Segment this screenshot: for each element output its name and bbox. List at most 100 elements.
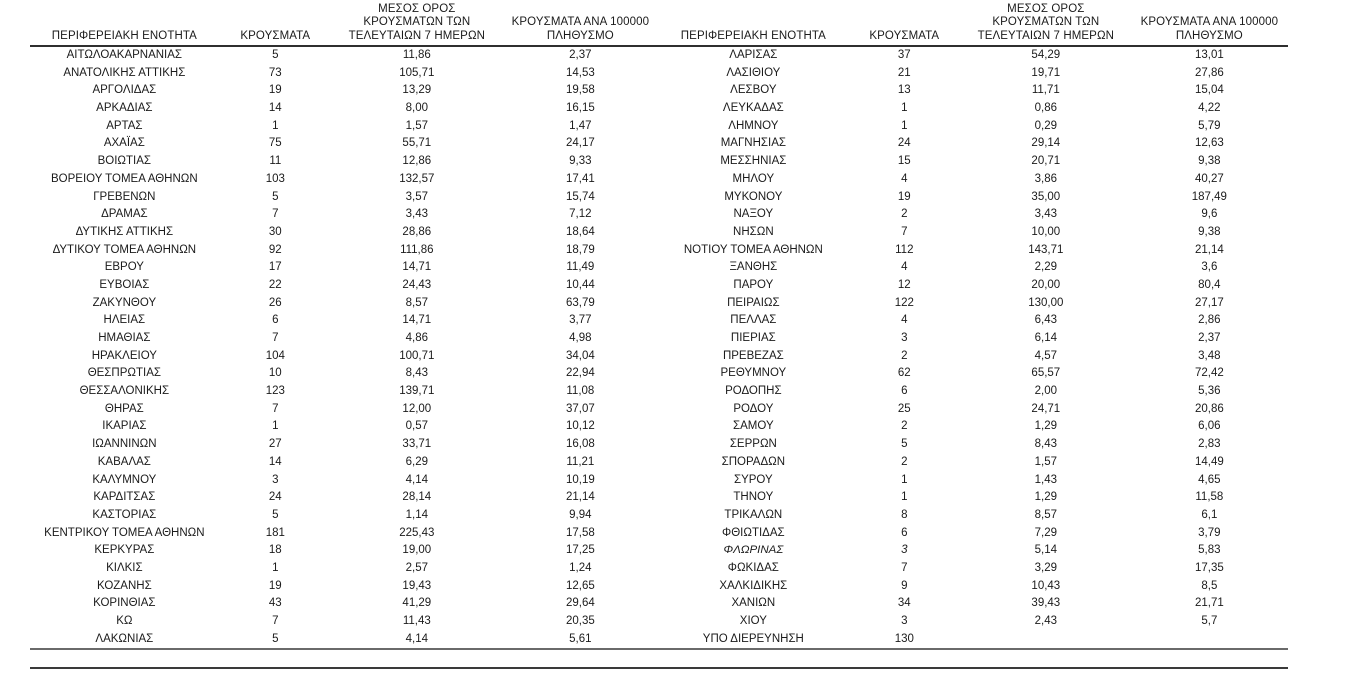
region-cell: ΜΕΣΣΗΝΙΑΣ [720, 155, 787, 168]
table-row: ΔΥΤΙΚΗΣ ΑΤΤΙΚΗΣ 30 28,86 18,64 [30, 224, 659, 242]
cases-cell: 9 [901, 579, 908, 592]
avg7-cell: 2,00 [1034, 385, 1058, 398]
table-row: ΔΡΑΜΑΣ 7 3,43 7,12 [30, 206, 659, 224]
region-cell: ΚΑΒΑΛΑΣ [97, 455, 151, 468]
cases-cell: 6 [272, 314, 279, 327]
table-row: ΚΩ 7 11,43 20,35 [30, 613, 659, 631]
cases-cell: 4 [901, 314, 908, 327]
avg7-cell: 28,86 [402, 225, 432, 238]
table-left: ΠΕΡΙΦΕΡΕΙΑΚΗ ΕΝΟΤΗΤΑ ΚΡΟΥΣΜΑΤΑ ΜΕΣΟΣ ΟΡΟ… [30, 2, 659, 648]
per100k-cell: 5,61 [569, 632, 592, 645]
table-row: ΡΕΘΥΜΝΟΥ 62 65,57 72,42 [659, 365, 1288, 383]
cases-cell: 30 [268, 225, 282, 238]
table-row: ΣΥΡΟΥ 1 1,43 4,65 [659, 472, 1288, 490]
avg7-cell: 29,14 [1031, 137, 1061, 150]
avg7-cell: 4,86 [405, 332, 429, 344]
cases-cell: 7 [901, 225, 908, 238]
region-cell: ΘΕΣΠΡΩΤΙΑΣ [87, 367, 161, 380]
per100k-cell: 21,14 [565, 491, 595, 504]
region-cell: ΕΥΒΟΙΑΣ [99, 278, 150, 291]
region-cell: ΣΥΡΟΥ [733, 473, 773, 486]
avg7-cell: 19,43 [402, 579, 432, 592]
cases-cell: 14 [268, 102, 282, 115]
cases-cell: 1 [901, 102, 908, 115]
per100k-cell: 5,36 [1198, 385, 1221, 398]
avg7-cell: 4,14 [405, 632, 429, 645]
region-cell: ΚΑΛΥΜΝΟΥ [92, 473, 157, 486]
per100k-cell: 1,47 [569, 119, 592, 132]
table-row: ΠΕΙΡΑΙΩΣ 122 130,00 27,17 [659, 295, 1288, 313]
region-cell: ΜΗΛΟΥ [732, 172, 775, 185]
table-row: ΥΠΟ ΔΙΕΡΕΥΝΗΣΗ 130 [659, 631, 1288, 649]
per100k-cell: 17,41 [565, 172, 595, 185]
per100k-cell: 20,35 [565, 615, 595, 627]
covid-regional-table: ΠΕΡΙΦΕΡΕΙΑΚΗ ΕΝΟΤΗΤΑ ΚΡΟΥΣΜΑΤΑ ΜΕΣΟΣ ΟΡΟ… [30, 2, 1288, 670]
table-row: ΜΗΛΟΥ 4 3,86 40,27 [659, 171, 1288, 189]
cases-cell: 1 [272, 561, 279, 574]
per100k-cell: 5,83 [1198, 544, 1221, 557]
per100k-cell: 14,53 [565, 66, 595, 79]
region-cell: ΛΑΚΩΝΙΑΣ [95, 632, 154, 645]
per100k-cell: 9,6 [1201, 208, 1218, 221]
region-cell: ΚΟΖΑΝΗΣ [97, 579, 152, 592]
table-row: ΘΕΣΣΑΛΟΝΙΚΗΣ 123 139,71 11,08 [30, 383, 659, 401]
avg7-cell: 143,71 [1028, 243, 1064, 256]
region-cell: ΣΕΡΡΩΝ [729, 438, 777, 451]
table-row: ΒΟΙΩΤΙΑΣ 11 12,86 9,33 [30, 153, 659, 171]
cases-cell: 15 [897, 155, 911, 168]
cases-cell: 6 [901, 385, 908, 398]
table-row: ΠΑΡΟΥ 12 20,00 80,4 [659, 277, 1288, 295]
table-row: ΠΙΕΡΙΑΣ 3 6,14 2,37 [659, 330, 1288, 348]
avg7-cell: 8,00 [405, 102, 429, 115]
avg7-cell: 0,29 [1034, 119, 1058, 132]
cases-cell: 2 [901, 455, 908, 468]
region-cell: ΧΑΛΚΙΔΙΚΗΣ [719, 579, 788, 592]
table-row: ΑΡΤΑΣ 1 1,57 1,47 [30, 118, 659, 136]
avg7-cell: 13,29 [402, 84, 432, 97]
per100k-cell: 3,77 [569, 314, 592, 327]
avg7-cell: 54,29 [1031, 49, 1061, 61]
table-row: ΑΡΓΟΛΙΔΑΣ 19 13,29 19,58 [30, 82, 659, 100]
region-cell: ΚΕΝΤΡΙΚΟΥ ΤΟΜΕΑ ΑΘΗΝΩΝ [44, 526, 205, 539]
table-row: ΑΡΚΑΔΙΑΣ 14 8,00 16,15 [30, 100, 659, 118]
region-cell: ΙΚΑΡΙΑΣ [102, 420, 147, 433]
per100k-cell: 10,19 [565, 473, 595, 486]
table-row: ΝΑΞΟΥ 2 3,43 9,6 [659, 206, 1288, 224]
cases-cell: 112 [895, 243, 914, 256]
table-body-left: ΑΙΤΩΛΟΑΚΑΡΝΑΝΙΑΣ 5 11,86 2,37 ΑΝΑΤΟΛΙΚΗΣ ΑΤΤ… [30, 47, 659, 648]
cases-cell: 14 [268, 455, 282, 468]
avg7-cell: 1,14 [405, 508, 429, 521]
table-row: ΤΗΝΟΥ 1 1,29 11,58 [659, 489, 1288, 507]
table-body-right: ΛΑΡΙΣΑΣ 37 54,29 13,01 ΛΑΣΙΘΙΟΥ 21 19,71 27,86 Λ… [659, 47, 1288, 648]
region-cell: ΣΠΟΡΑΔΩΝ [721, 455, 786, 468]
region-cell: ΔΡΑΜΑΣ [101, 208, 148, 221]
region-cell: ΡΟΔΟΠΗΣ [725, 385, 782, 398]
region-cell: ΤΗΝΟΥ [733, 491, 774, 504]
per100k-cell: 4,98 [569, 332, 592, 344]
table-row: ΒΟΡΕΙΟΥ ΤΟΜΕΑ ΑΘΗΝΩΝ 103 132,57 17,41 [30, 171, 659, 189]
cases-cell: 2 [901, 208, 908, 221]
cases-cell: 62 [897, 367, 911, 380]
cases-cell: 7 [272, 615, 279, 627]
cases-cell: 10 [268, 367, 282, 380]
per100k-cell: 11,21 [566, 455, 595, 468]
cases-cell: 130 [894, 632, 914, 645]
per100k-cell: 18,64 [565, 225, 595, 238]
region-cell: ΚΩ [116, 615, 133, 627]
table-row: ΧΙΟΥ 3 2,43 5,7 [659, 613, 1288, 631]
region-cell: ΘΗΡΑΣ [104, 402, 144, 415]
table-row: ΚΙΛΚΙΣ 1 2,57 1,24 [30, 560, 659, 578]
avg7-cell: 0,57 [405, 420, 429, 433]
avg7-cell: 100,71 [399, 349, 435, 362]
cases-cell: 19 [268, 84, 282, 97]
per100k-cell: 11,58 [1195, 491, 1224, 504]
table-row: ΔΥΤΙΚΟΥ ΤΟΜΕΑ ΑΘΗΝΩΝ 92 111,86 18,79 [30, 242, 659, 260]
cases-cell: 1 [901, 473, 908, 486]
table-row: ΚΕΝΤΡΙΚΟΥ ΤΟΜΕΑ ΑΘΗΝΩΝ 181 225,43 17,58 [30, 525, 659, 543]
region-cell: ΓΡΕΒΕΝΩΝ [93, 190, 156, 203]
avg7-cell: 24,43 [402, 278, 432, 291]
cases-cell: 2 [901, 349, 908, 362]
cases-cell: 3 [901, 544, 908, 557]
avg7-cell: 8,57 [405, 296, 429, 309]
region-cell: ΑΝΑΤΟΛΙΚΗΣ ΑΤΤΙΚΗΣ [63, 66, 186, 79]
